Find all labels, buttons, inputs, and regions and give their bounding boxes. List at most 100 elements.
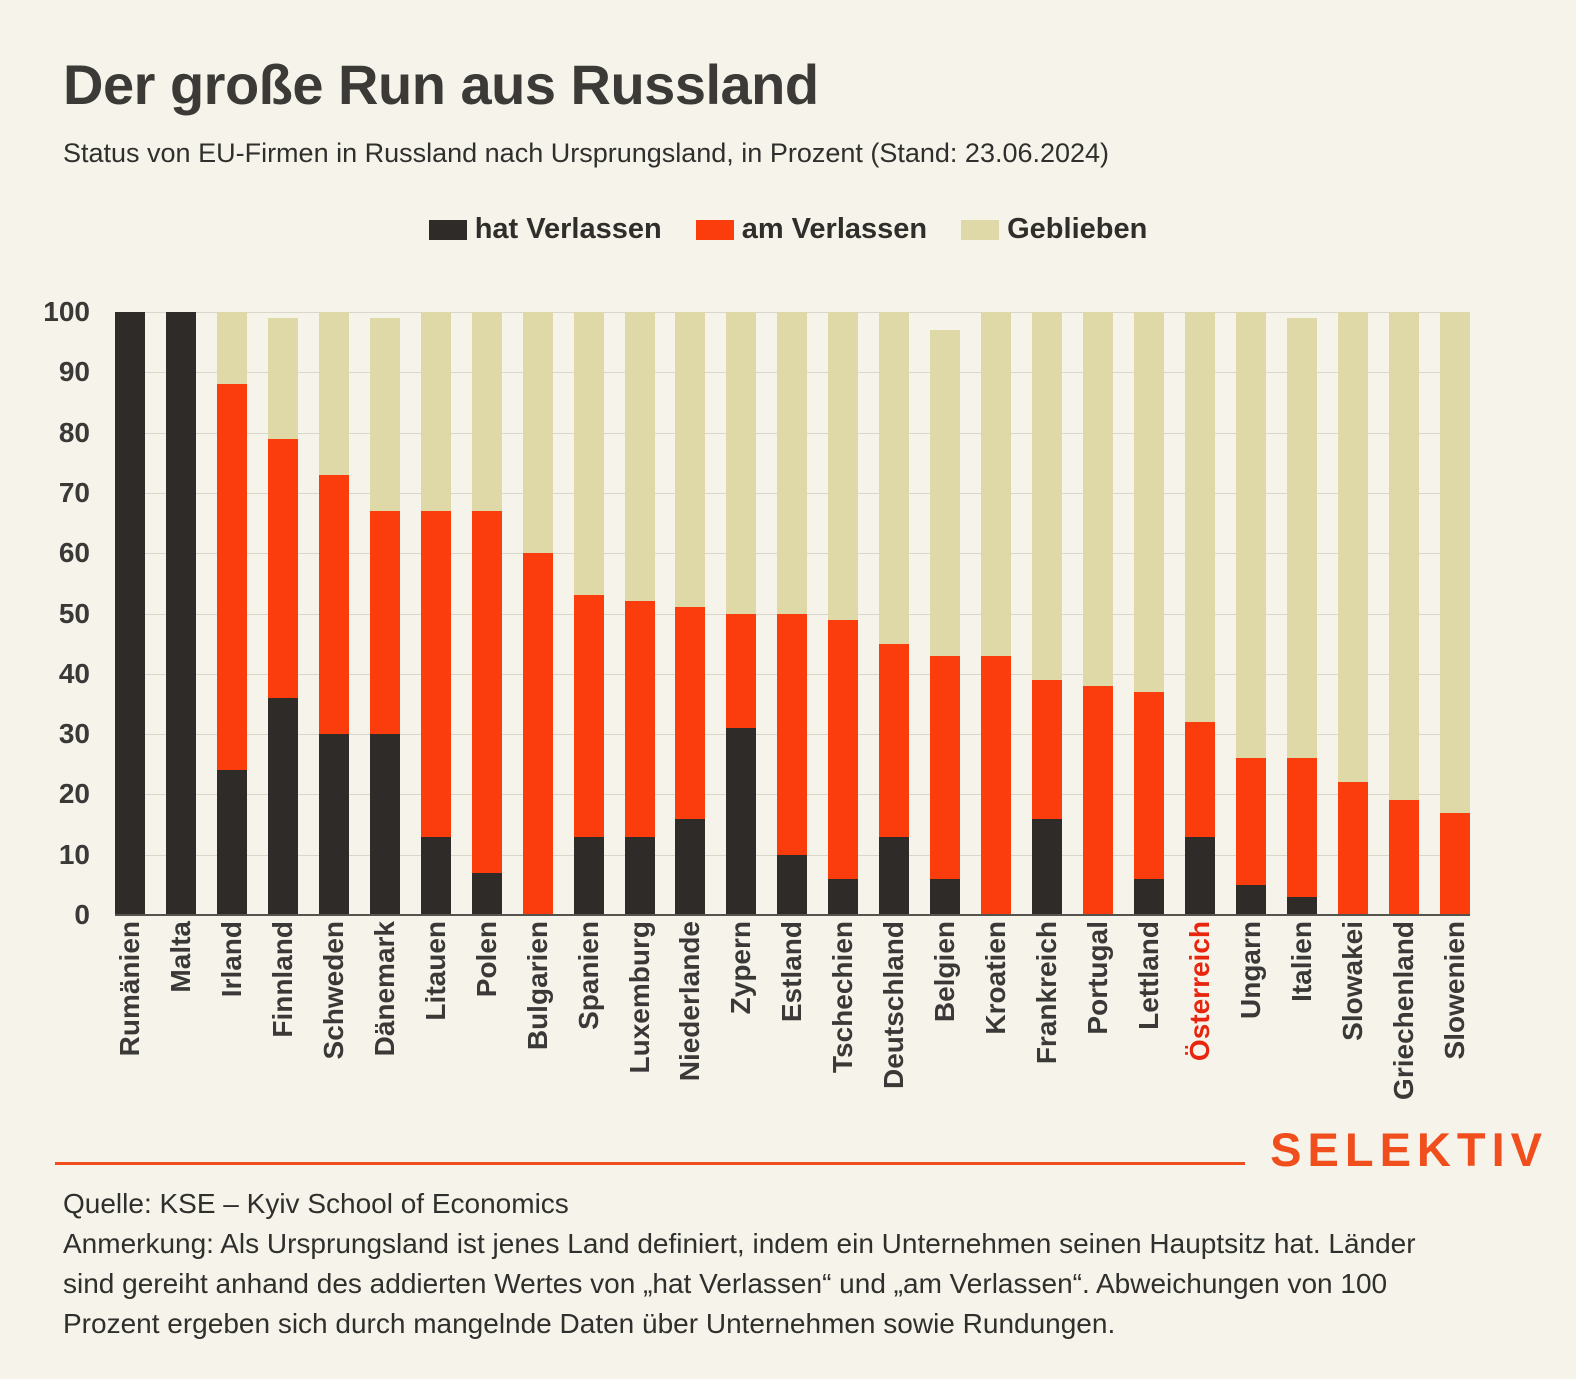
y-tick-label: 40 [58, 657, 90, 689]
footer-divider-line [55, 1162, 1245, 1165]
y-tick-label: 90 [58, 356, 90, 388]
bar-segment [471, 872, 502, 915]
x-tick-label-Finnland: Finnland [267, 921, 298, 1146]
bar-segment [624, 601, 655, 837]
bar-Slowenien [1439, 312, 1470, 915]
bar-segment [726, 613, 757, 729]
country-label: Griechenland [1387, 921, 1419, 1100]
bar-Bulgarien [522, 312, 553, 915]
bar-segment [828, 619, 859, 879]
bar-segment [777, 854, 808, 915]
note-line: Anmerkung: Als Ursprungsland ist jenes L… [63, 1228, 1416, 1259]
x-tick-label-Dänemark: Dänemark [369, 921, 400, 1146]
country-label: Polen [470, 921, 502, 998]
bar-segment [1286, 318, 1317, 759]
x-tick-label-Italien: Italien [1285, 921, 1317, 1146]
x-tick-label-Spanien: Spanien [573, 921, 604, 1146]
bar-segment [165, 312, 196, 915]
note-line: sind gereiht anhand des addierten Wertes… [63, 1268, 1388, 1299]
bar-segment [1185, 722, 1216, 837]
bar-segment [1032, 818, 1063, 915]
bar-segment [522, 312, 553, 554]
country-label: Schweden [317, 921, 349, 1060]
bar-segment [1134, 691, 1165, 879]
country-label: Niederlande [674, 921, 706, 1082]
bar-segment [981, 312, 1012, 656]
x-tick-label-Deutschland: Deutschland [878, 921, 910, 1146]
legend-swatch-icon [428, 219, 467, 240]
bar-Italien [1286, 318, 1317, 915]
x-tick-label-Griechenland: Griechenland [1387, 921, 1419, 1146]
bar-segment [522, 553, 553, 915]
legend-item: am Verlassen [695, 213, 927, 246]
bar-Spanien [573, 312, 604, 915]
bar-segment [726, 728, 757, 915]
country-label: Irland [215, 921, 247, 998]
bar-segment [318, 734, 349, 915]
bars-container [115, 312, 1470, 915]
bar-Ungarn [1235, 312, 1266, 915]
bar-Rumänien [115, 312, 145, 915]
country-label: Frankreich [1031, 921, 1063, 1065]
bar-Dänemark [369, 318, 400, 915]
bar-Finnland [267, 318, 298, 915]
x-tick-label-Lettland: Lettland [1133, 921, 1165, 1146]
page-title: Der große Run aus Russland [63, 53, 819, 116]
bar-segment [930, 878, 961, 915]
y-tick-label: 0 [74, 899, 90, 930]
y-axis-labels: 0 10 20 30 40 50 60 70 80 90 100 [0, 297, 100, 930]
legend-swatch-icon [961, 219, 1000, 240]
source-line: Quelle: KSE – Kyiv School of Economics [63, 1188, 569, 1219]
x-tick-label-Irland: Irland [215, 921, 247, 1146]
x-tick-label-Estland: Estland [776, 921, 807, 1146]
x-tick-label-Schweden: Schweden [317, 921, 349, 1146]
country-label: Italien [1285, 921, 1317, 1002]
bar-segment [1439, 812, 1470, 915]
x-tick-label-Malta: Malta [165, 921, 196, 1146]
country-label: Deutschland [878, 921, 910, 1090]
y-tick-label: 50 [58, 597, 90, 629]
x-tick-label-Zypern: Zypern [725, 921, 756, 1146]
country-label: Bulgarien [521, 921, 553, 1051]
bar-segment [573, 312, 604, 596]
bar-segment [471, 511, 502, 873]
bar-segment [1185, 312, 1216, 723]
bar-Deutschland [879, 312, 910, 915]
x-tick-label-Kroatien: Kroatien [980, 921, 1011, 1146]
x-tick-label-Rumänien: Rumänien [114, 921, 145, 1146]
bar-segment [1083, 685, 1114, 915]
note-line: Prozent ergeben sich durch mangelnde Dat… [63, 1308, 1116, 1339]
bar-segment [1083, 312, 1114, 686]
page-subtitle: Status von EU-Firmen in Russland nach Ur… [63, 138, 1110, 168]
legend-label: Geblieben [1007, 213, 1148, 245]
x-tick-label-Österreich: Österreich [1184, 921, 1215, 1146]
bar-segment [879, 836, 910, 915]
bar-segment [675, 818, 706, 915]
bar-Estland [777, 312, 808, 915]
x-tick-label-Luxemburg: Luxemburg [624, 921, 655, 1146]
bar-segment [1286, 896, 1317, 915]
bar-Frankreich [1032, 312, 1063, 915]
bar-segment [1235, 884, 1266, 915]
bar-segment [930, 655, 961, 879]
country-label: Portugal [1082, 921, 1114, 1035]
bar-segment [115, 312, 145, 915]
bar-segment [726, 312, 757, 614]
bar-segment [1388, 312, 1419, 801]
bar-segment [675, 607, 706, 819]
bar-segment [318, 312, 349, 475]
bar-segment [1337, 312, 1368, 783]
country-label: Ungarn [1234, 921, 1266, 1019]
bar-segment [828, 312, 859, 620]
bar-segment [777, 613, 808, 855]
bar-segment [1185, 836, 1216, 915]
country-label: Rumänien [114, 921, 145, 1057]
bar-segment [573, 595, 604, 837]
bar-segment [318, 474, 349, 735]
bar-Litauen [420, 312, 451, 915]
bar-segment [420, 511, 451, 837]
x-axis-labels: Rumänien Malta Irland Finnland Schweden Dänem… [114, 921, 1470, 1146]
legend-item: Geblieben [961, 213, 1147, 246]
country-label: Lettland [1133, 921, 1165, 1030]
bar-segment [267, 438, 298, 698]
